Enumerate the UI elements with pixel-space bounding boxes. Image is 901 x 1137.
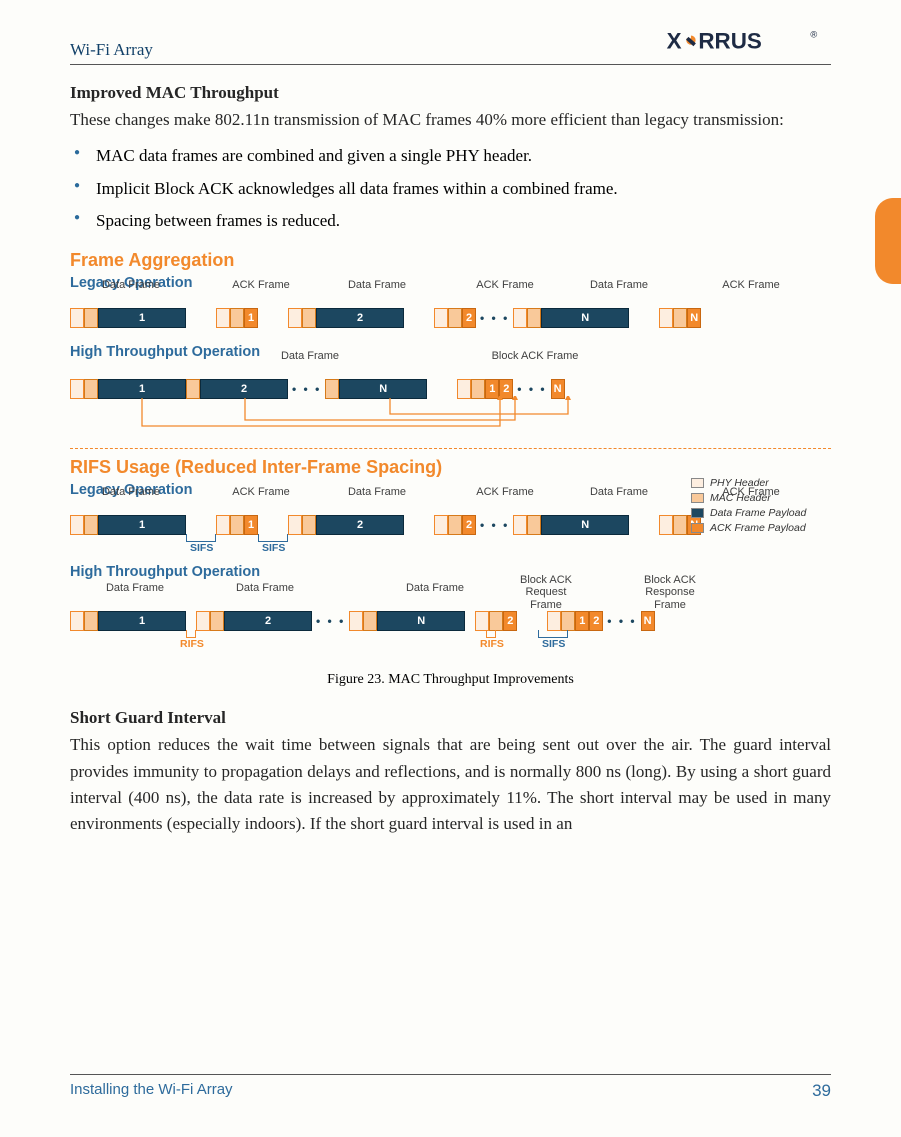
r-ack1: 1 xyxy=(244,515,258,535)
legend-phy: PHY Header xyxy=(710,477,769,489)
lbl-ack-frame-2: ACK Frame xyxy=(470,279,540,291)
lbl-hdf2: Data Frame xyxy=(230,582,300,594)
rifs-lbl-2: RIFS xyxy=(480,638,504,650)
dfn-pay: N xyxy=(541,308,629,328)
agg1: 1 xyxy=(98,379,186,399)
aggn: N xyxy=(339,379,427,399)
side-tab xyxy=(875,198,901,284)
bullet-2: Implicit Block ACK acknowledges all data… xyxy=(96,176,831,202)
legend-pay: Data Frame Payload xyxy=(710,507,806,519)
body-content: Improved MAC Throughput These changes ma… xyxy=(70,83,831,838)
lbl-af-r2: ACK Frame xyxy=(470,486,540,498)
r-ack2: 2 xyxy=(462,515,476,535)
rifs-lbl-1: RIFS xyxy=(180,638,204,650)
lbl-df-r1: Data Frame xyxy=(96,486,166,498)
ack2: 2 xyxy=(462,308,476,328)
figure-diagrams: Frame Aggregation Legacy Operation Data … xyxy=(70,250,831,688)
logo-text: RRUS xyxy=(698,29,762,54)
section2-para: This option reduces the wait time betwee… xyxy=(70,732,831,837)
baresp1: 1 xyxy=(575,611,589,631)
ht-op-label-2: High Throughput Operation xyxy=(70,564,831,580)
barespn: N xyxy=(641,611,655,631)
df1-pay: 1 xyxy=(98,308,186,328)
ht-op-label-1: High Throughput Operation xyxy=(70,344,260,360)
brand-logo: X RRUS ® xyxy=(661,28,831,61)
baresp2: 2 xyxy=(589,611,603,631)
legend-ack: ACK Frame Payload xyxy=(710,522,806,534)
r-dfn: N xyxy=(541,515,629,535)
ellipsis-3: • • • xyxy=(513,382,550,396)
bareq: 2 xyxy=(503,611,517,631)
ellipsis-1: • • • xyxy=(476,311,513,325)
figure-caption: Figure 23. MAC Throughput Improvements xyxy=(70,672,831,688)
page: Wi-Fi Array X RRUS ® Improved MAC Throug… xyxy=(0,0,901,1137)
ht-row-1: Data Frame Block ACK Frame 1 2 • • • N 1… xyxy=(70,376,831,402)
lbl-data-frame-2: Data Frame xyxy=(342,279,412,291)
ellipsis-4: • • • xyxy=(476,518,513,532)
ellipsis-5: • • • xyxy=(312,614,349,628)
section1-bullets: MAC data frames are combined and given a… xyxy=(70,143,831,234)
lbl-ht-data-frame: Data Frame xyxy=(270,350,350,362)
ackn: N xyxy=(687,308,701,328)
lbl-ack-frame-1: ACK Frame xyxy=(226,279,296,291)
lbl-bar-resp: Block ACKResponseFrame xyxy=(630,574,710,610)
footer-text: Installing the Wi-Fi Array xyxy=(70,1081,233,1101)
lbl-block-ack: Block ACK Frame xyxy=(480,350,590,362)
df2-pay: 2 xyxy=(316,308,404,328)
lbl-hdf1: Data Frame xyxy=(100,582,170,594)
sifs-lbl-1: SIFS xyxy=(190,542,213,554)
back2: 2 xyxy=(499,379,513,399)
figure-divider xyxy=(70,448,831,449)
h-df1: 1 xyxy=(98,611,186,631)
ht-row-2: Data Frame Data Frame Data Frame Block A… xyxy=(70,608,831,634)
ack1: 1 xyxy=(244,308,258,328)
page-number: 39 xyxy=(812,1081,831,1101)
lbl-df-r3: Data Frame xyxy=(584,486,654,498)
lbl-data-frame-1: Data Frame xyxy=(96,279,166,291)
agg2: 2 xyxy=(200,379,288,399)
legend-mac: MAC Header xyxy=(710,492,771,504)
svg-text:X: X xyxy=(667,29,682,54)
sifs-lbl-3: SIFS xyxy=(542,638,565,650)
r-df1: 1 xyxy=(98,515,186,535)
lbl-ack-frame-3: ACK Frame xyxy=(716,279,786,291)
bullet-3: Spacing between frames is reduced. xyxy=(96,208,831,234)
figure-title-2: RIFS Usage (Reduced Inter-Frame Spacing) xyxy=(70,457,831,478)
section2-title: Short Guard Interval xyxy=(70,708,831,728)
bullet-1: MAC data frames are combined and given a… xyxy=(96,143,831,169)
backn: N xyxy=(551,379,565,399)
section1-title: Improved MAC Throughput xyxy=(70,83,831,103)
logo-reg: ® xyxy=(810,29,817,39)
h-dfn: N xyxy=(377,611,465,631)
lbl-bar-req: Block ACKRequestFrame xyxy=(506,574,586,610)
back1: 1 xyxy=(485,379,499,399)
lbl-af-r1: ACK Frame xyxy=(226,486,296,498)
ellipsis-2: • • • xyxy=(288,382,325,396)
figure-title-1: Frame Aggregation xyxy=(70,250,831,271)
lbl-data-frame-3: Data Frame xyxy=(584,279,654,291)
figure-legend: PHY Header MAC Header Data Frame Payload… xyxy=(691,477,831,537)
h-df2: 2 xyxy=(224,611,312,631)
page-footer: Installing the Wi-Fi Array 39 xyxy=(70,1074,831,1101)
r-df2: 2 xyxy=(316,515,404,535)
sifs-lbl-2: SIFS xyxy=(262,542,285,554)
section1-lead: These changes make 802.11n transmission … xyxy=(70,107,831,133)
legacy-row-1: Data Frame ACK Frame Data Frame ACK Fram… xyxy=(70,305,831,331)
ellipsis-6: • • • xyxy=(603,614,640,628)
lbl-hdfn: Data Frame xyxy=(400,582,470,594)
lbl-df-r2: Data Frame xyxy=(342,486,412,498)
header-rule xyxy=(70,64,831,65)
